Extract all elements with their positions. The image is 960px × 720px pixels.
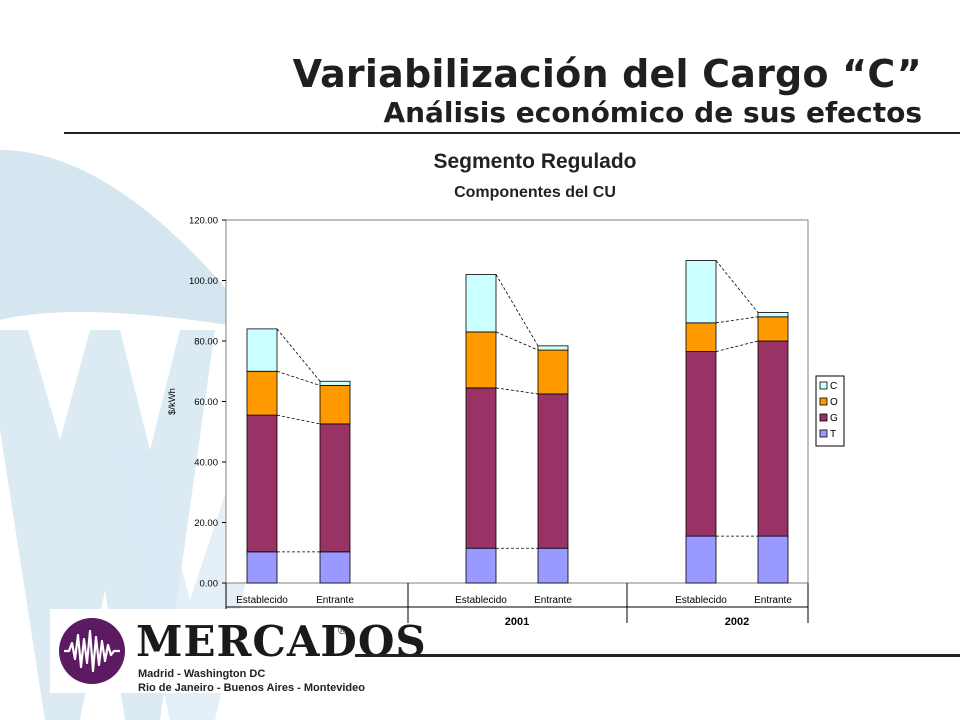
bar-O-2	[465, 331, 497, 389]
bar-T-0	[246, 551, 278, 584]
slide-title: Variabilización del Cargo “C”	[292, 52, 922, 96]
bar-O-5	[757, 316, 789, 342]
series-connector-line	[495, 274, 539, 347]
legend-label-T: T	[830, 429, 836, 440]
bar-O-4	[685, 322, 717, 352]
legend-label-O: O	[830, 397, 838, 408]
legend-swatch-C	[819, 381, 828, 390]
x-tick-label: Entrante	[754, 595, 792, 606]
y-tick-label: 60.00	[194, 397, 218, 408]
bar-G-1	[319, 423, 351, 553]
bar-G-2	[465, 387, 497, 549]
mercados-logo: MERCADOS ® Madrid - Washington DC Rio de…	[50, 609, 426, 694]
series-connector-line	[495, 387, 539, 395]
bar-T-4	[685, 535, 717, 584]
soundwave-logo-icon	[59, 618, 125, 684]
bar-C-1	[319, 380, 351, 386]
bar-T-1	[319, 551, 351, 584]
legend-swatch-T	[819, 429, 828, 438]
series-connector-line	[276, 414, 321, 425]
bar-C-5	[757, 312, 789, 318]
y-tick-label: 40.00	[194, 458, 218, 469]
x-tick-label: Entrante	[534, 595, 572, 606]
y-tick-label: 80.00	[194, 337, 218, 348]
chart-title: Segmento Regulado	[433, 150, 637, 173]
registered-mark: ®	[338, 623, 347, 637]
series-connector-line	[276, 370, 321, 386]
bar-O-0	[246, 370, 278, 416]
series-connector-line	[715, 260, 759, 313]
bar-O-3	[537, 349, 569, 395]
logo-offices-line-2: Rio de Janeiro - Buenos Aires - Montevid…	[138, 682, 365, 694]
y-tick-label: 20.00	[194, 518, 218, 529]
bar-G-0	[246, 414, 278, 553]
bar-T-5	[757, 535, 789, 584]
bar-G-5	[757, 340, 789, 537]
logo-offices-line-1: Madrid - Washington DC	[138, 668, 266, 680]
bar-T-2	[465, 547, 497, 584]
group-label: 2002	[725, 616, 749, 628]
bar-C-2	[465, 274, 497, 333]
series-connector-line	[715, 340, 759, 352]
series-connector-line	[495, 331, 539, 351]
slide-subtitle: Análisis económico de sus efectos	[383, 96, 922, 129]
y-tick-label: 120.00	[189, 216, 218, 227]
x-tick-label: Establecido	[236, 595, 288, 606]
x-tick-label: Establecido	[675, 595, 727, 606]
bar-C-4	[685, 260, 717, 324]
series-connector-line	[715, 316, 759, 324]
x-tick-label: Establecido	[455, 595, 507, 606]
x-tick-label: Entrante	[316, 595, 354, 606]
legend-label-C: C	[830, 381, 837, 392]
bar-T-3	[537, 547, 569, 584]
plot-area	[225, 219, 809, 584]
bar-G-4	[685, 351, 717, 537]
bar-G-3	[537, 393, 569, 549]
bar-O-1	[319, 385, 351, 425]
legend-swatch-G	[819, 413, 828, 422]
y-tick-label: 0.00	[200, 579, 219, 590]
y-axis-label: $/kWh	[167, 388, 178, 415]
legend-swatch-O	[819, 397, 828, 406]
legend-label-G: G	[830, 413, 838, 424]
bottom-divider	[355, 654, 960, 657]
y-tick-label: 100.00	[189, 276, 218, 287]
title-divider	[64, 132, 960, 134]
chart-subtitle: Componentes del CU	[454, 184, 616, 201]
bar-C-3	[537, 345, 569, 351]
bar-C-0	[246, 328, 278, 372]
group-label: 2001	[505, 616, 529, 628]
series-connector-line	[276, 328, 321, 382]
